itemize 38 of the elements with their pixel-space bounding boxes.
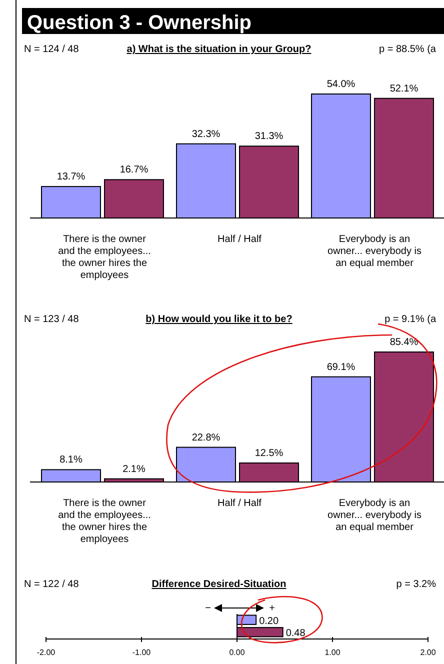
chart-title: Difference Desired-Situation [152,579,286,590]
x-tick-label: -1.00 [132,648,152,657]
x-tick-label: -2.00 [36,648,56,657]
x-tick-label: 1.00 [324,648,341,657]
text: p = 88.5% (a [379,44,436,55]
chart-subtitle: a) What is the situation in your Group? [126,44,312,55]
x-tick-label: 2.00 [420,648,436,657]
data-label: 22.8% [192,432,220,444]
text: N = 122 / 48 [24,579,80,590]
data-label: 31.3% [254,131,284,142]
data-label: 13.7% [56,172,86,183]
x-tick-label: Half / Half [218,234,262,245]
annotation: + [269,603,276,614]
text: p = 3.2% [396,579,436,590]
data-label: 52.1% [390,83,418,94]
text: N = 124 / 48 [24,44,80,55]
text: p = 9.1% (a [384,314,436,325]
x-tick-label: Everybody is an owner... everybody is an equal member [328,498,422,533]
data-label: 54.0% [326,79,356,90]
header-strip: Question 3 - Ownership [22,8,444,34]
x-tick-label: There is the owner and the employees... the owner hires the employees [58,498,151,545]
data-label: 69.1% [326,362,356,373]
x-tick-label: 0.00 [229,648,246,657]
x-tick-label: There is the owner and the employees... the owner hires the employees [58,234,151,281]
x-tick-label: Half / Half [218,498,262,509]
data-label: 85.4% [390,337,418,348]
data-label: 16.7% [120,164,148,176]
chart-title: b) How would you like it to be? [146,314,292,325]
data-label: 0.48 [286,628,306,640]
annotation: − [205,603,212,614]
data-label: 12.5% [254,448,284,459]
chart-title: Question 3 - Ownership [27,12,252,34]
x-tick-label: Everybody is an owner... everybody is an equal member [328,234,422,269]
data-label: 2.1% [122,464,146,475]
data-label: 8.1% [60,454,83,466]
data-label: 0.20 [259,616,279,627]
text: N = 123 / 48 [24,314,80,325]
data-label: 32.3% [192,128,220,140]
